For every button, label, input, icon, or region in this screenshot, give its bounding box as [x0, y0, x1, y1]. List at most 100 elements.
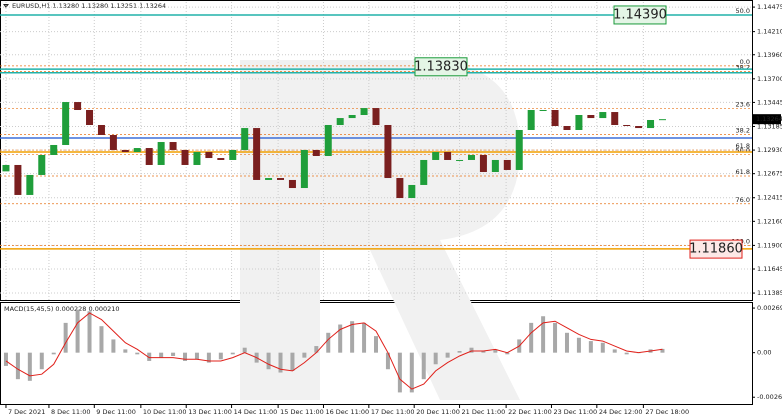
candle [26, 174, 34, 195]
macd-bar [183, 352, 188, 361]
candle [635, 126, 643, 129]
macd-tick-label: 0.002694 [757, 304, 782, 312]
macd-frame [0, 302, 753, 405]
candle [599, 112, 607, 119]
macd-bar [171, 352, 176, 356]
candle [181, 149, 189, 165]
macd-tick-label: 0.00 [757, 349, 771, 357]
macd-bar [433, 352, 438, 365]
macd-signal [5, 312, 663, 390]
price-label: 1.13830 [414, 59, 468, 74]
candle [563, 126, 571, 130]
macd-bar [15, 352, 20, 380]
candle [133, 148, 141, 153]
chart-title: EURUSD,H1 1.13280 1.13280 1.13251 1.1326… [12, 2, 166, 10]
candle [647, 119, 655, 129]
macd-bar [326, 332, 331, 353]
macd-bar [99, 326, 104, 353]
candle [2, 164, 10, 172]
candle [253, 128, 261, 180]
candle [527, 110, 535, 130]
candle [432, 152, 440, 160]
candle [491, 159, 499, 173]
candle [193, 152, 201, 165]
y-tick-label: 1.13960 [757, 51, 782, 59]
macd-bar [564, 332, 569, 353]
candle [456, 159, 464, 161]
candle [14, 164, 22, 195]
candle [551, 110, 559, 127]
macd-bar [302, 352, 307, 358]
candle [109, 134, 117, 150]
macd-bar [230, 352, 235, 355]
macd-tick-label: -0.002691 [757, 393, 782, 401]
candle [503, 159, 511, 170]
y-tick-label: 1.13445 [757, 98, 782, 106]
candle [38, 154, 46, 175]
macd-bar [469, 347, 474, 353]
macd-bar [206, 352, 211, 363]
x-tick-label: 17 Dec 11:00 [371, 408, 415, 416]
candle [157, 142, 165, 165]
macd-bar [457, 351, 462, 353]
fib-label: 50.0 [736, 7, 750, 15]
candle [539, 110, 547, 112]
macd-bar [553, 322, 558, 353]
macd-bar [63, 322, 68, 353]
x-tick-label: 20 Dec 11:00 [416, 408, 460, 416]
y-tick-label: 1.12930 [757, 146, 782, 154]
x-tick-label: 16 Dec 11:00 [325, 408, 369, 416]
x-tick-label: 10 Dec 11:00 [143, 408, 187, 416]
watermark [240, 60, 520, 400]
candle [62, 102, 70, 145]
candle [587, 114, 595, 119]
macd-bar [147, 352, 152, 361]
macd-bar [350, 321, 355, 353]
macd-bar [242, 347, 247, 353]
macd-bar [612, 349, 617, 353]
candle [217, 158, 225, 160]
macd-bar [218, 352, 223, 360]
candle [97, 124, 105, 135]
macd-bar [576, 337, 581, 353]
candle [169, 142, 177, 150]
macd-bar [159, 352, 164, 358]
x-tick-label: 21 Dec 11:00 [462, 408, 506, 416]
macd-label: MACD(15,45,5) 0.000228 0.000210 [4, 305, 120, 313]
macd-bar [111, 339, 116, 353]
y-tick-label: 1.11900 [757, 241, 782, 249]
macd-bar [409, 352, 414, 393]
x-tick-label: 9 Dec 11:00 [96, 408, 136, 416]
x-tick-label: 22 Dec 11:00 [508, 408, 552, 416]
x-tick-label: 23 Dec 11:00 [553, 408, 597, 416]
macd-bar [135, 352, 140, 355]
price-label-box [414, 57, 468, 77]
candle [312, 149, 320, 156]
candle [86, 110, 94, 125]
macd-bar [51, 352, 56, 355]
candle [277, 178, 285, 180]
candle [515, 129, 523, 170]
candle [396, 178, 404, 199]
candle [300, 149, 308, 189]
x-tick-label: 24 Dec 12:00 [599, 408, 643, 416]
candle [467, 154, 475, 160]
macd-bar [27, 352, 32, 381]
macd-bar [266, 352, 271, 370]
candle [145, 148, 153, 165]
macd-bar [421, 352, 426, 380]
macd-bar [278, 352, 283, 373]
candle [479, 154, 487, 173]
x-tick-label: 15 Dec 11:00 [280, 408, 324, 416]
macd-bar [374, 336, 378, 353]
candle [74, 102, 82, 111]
price-label-box [613, 5, 667, 25]
price-label: 1.14390 [613, 7, 667, 22]
y-tick-label: 1.13700 [757, 75, 782, 83]
candle [241, 128, 249, 150]
macd-bar [529, 322, 534, 353]
y-tick-label: 1.12415 [757, 194, 782, 202]
y-tick-label: 1.11385 [757, 289, 782, 297]
